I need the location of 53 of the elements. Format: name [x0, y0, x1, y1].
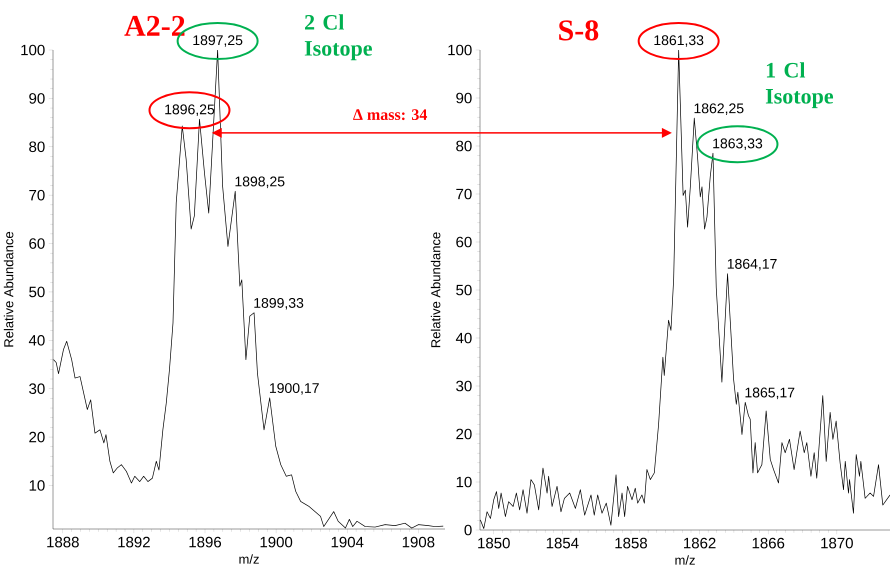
y-tick-label: 50: [29, 286, 45, 298]
y-tick-label: 50: [456, 284, 472, 296]
chart-title: A2-2: [124, 16, 184, 36]
x-axis-title: m/z: [239, 554, 259, 564]
y-tick-label: 90: [456, 92, 472, 104]
x-axis-title: m/z: [675, 555, 695, 565]
y-axis-title: Relative Abundance: [430, 232, 440, 348]
annotation: 2 Cl Isotope: [304, 14, 372, 60]
y-tick-label: 20: [456, 428, 472, 440]
x-tick-label: 1908: [402, 536, 434, 548]
y-tick-label: 40: [28, 335, 45, 346]
y-tick-label: 100: [21, 44, 45, 56]
x-tick-label: 1896: [189, 536, 222, 548]
x-tick-label: 1904: [332, 536, 364, 548]
y-tick-label: 30: [29, 383, 45, 394]
y-tick-label: 10: [456, 476, 472, 488]
y-tick-label: 0: [464, 524, 472, 536]
annotation: 1899,33: [254, 298, 304, 310]
annotation: 1897,25: [193, 35, 242, 47]
y-tick-label: 90: [29, 93, 45, 104]
annotation: 1896,25: [165, 104, 214, 116]
y-tick-label: 30: [456, 380, 472, 392]
y-tick-label: 80: [456, 140, 472, 152]
y-tick-label: 70: [456, 188, 472, 200]
y-tick-label: 100: [448, 44, 472, 56]
x-tick-label: 1888: [47, 536, 79, 548]
annotation: 1 Cl Isotope: [766, 62, 834, 108]
x-tick-label: 1862: [684, 538, 716, 548]
x-tick-label: 1850: [478, 538, 510, 548]
x-tick-label: 1858: [615, 538, 647, 548]
y-tick-label: 10: [30, 480, 45, 491]
line-series: [480, 50, 890, 529]
annotation: Δ mass: 34: [353, 109, 428, 120]
y-axis-title: Relative Abundance: [4, 232, 14, 347]
x-tick-label: 1854: [546, 538, 579, 548]
x-tick-label: 1870: [821, 538, 853, 548]
annotation: 1898,25: [235, 176, 284, 188]
annotation: 1865,17: [745, 388, 794, 400]
y-tick-label: 60: [456, 236, 472, 248]
chart-title: S-8: [559, 20, 598, 40]
annotation: 1862,25: [694, 103, 744, 115]
annotation: 1861,33: [654, 35, 704, 47]
annotation: 1864,17: [728, 258, 777, 270]
annotation: 1900,17: [270, 383, 319, 395]
y-tick-label: 60: [29, 238, 45, 249]
y-tick-label: 70: [29, 190, 45, 200]
x-tick-label: 1892: [118, 536, 150, 548]
y-tick-label: 20: [29, 432, 45, 442]
x-tick-label: 1900: [260, 536, 292, 548]
y-tick-label: 80: [29, 141, 45, 152]
annotation: 1863,33: [713, 138, 762, 150]
y-tick-label: 40: [456, 332, 472, 344]
x-tick-label: 1866: [752, 538, 784, 548]
